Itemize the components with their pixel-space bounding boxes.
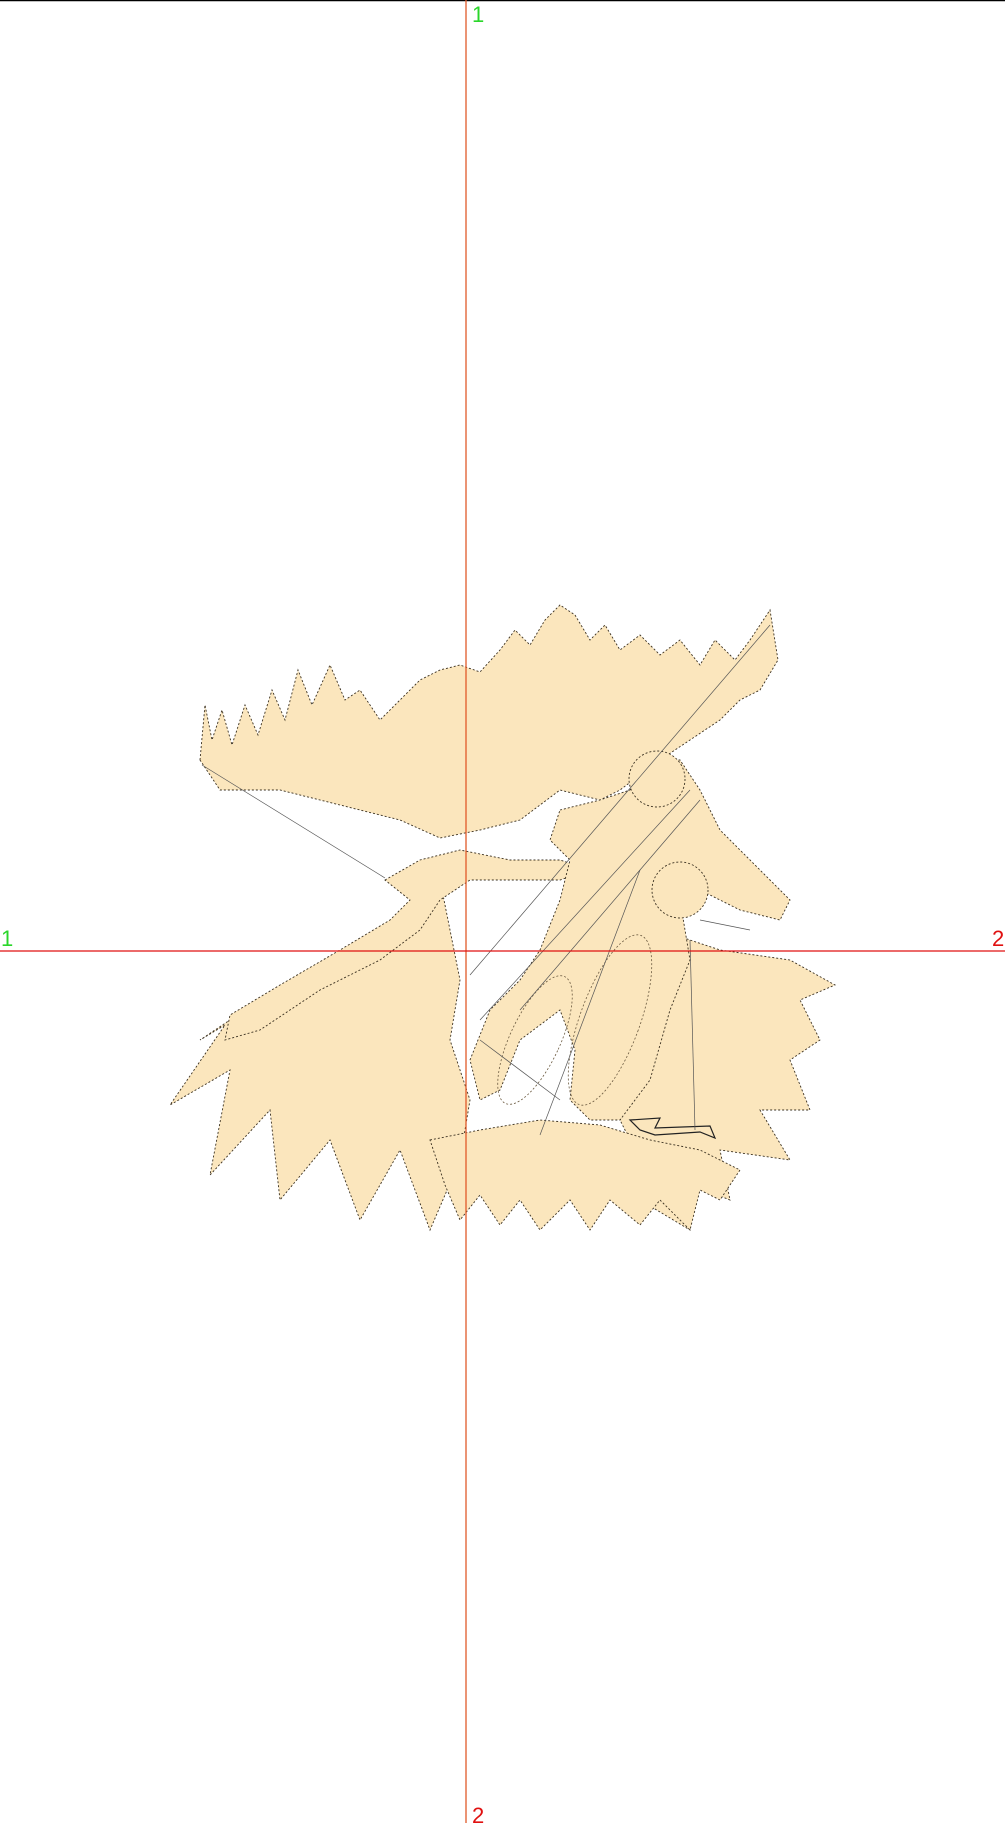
guide-label-top: 1 <box>472 2 484 27</box>
footpeg <box>628 1117 717 1140</box>
guide-label-left: 1 <box>1 926 13 951</box>
guide-label-right: 2 <box>992 926 1004 951</box>
embroidery-design <box>169 604 837 1232</box>
front-wheel <box>567 934 653 1106</box>
guide-label-bottom: 2 <box>472 1803 484 1823</box>
jump-stitches <box>201 624 771 1136</box>
rider-body <box>469 759 791 1121</box>
headlight <box>651 861 709 919</box>
rear-wheel <box>497 975 573 1105</box>
spray-left <box>169 879 471 1232</box>
spray-bottom <box>429 1119 741 1231</box>
helmet <box>628 750 686 808</box>
track <box>224 849 592 1041</box>
